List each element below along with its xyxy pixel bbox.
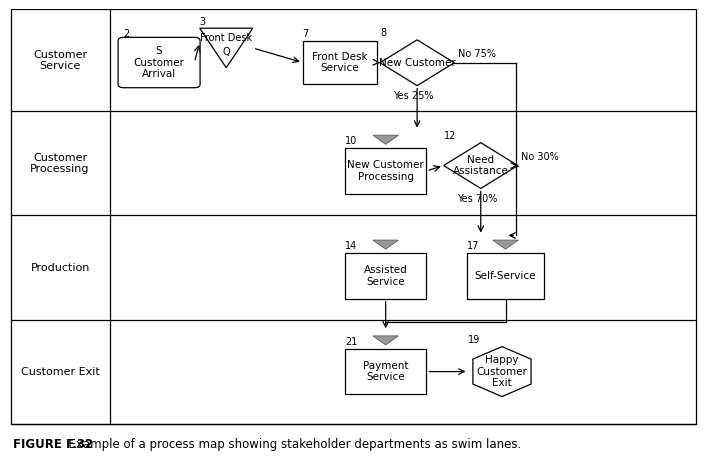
- Text: Customer
Processing: Customer Processing: [30, 153, 90, 174]
- Text: 7: 7: [303, 29, 309, 39]
- Text: 17: 17: [467, 241, 479, 251]
- Text: 2: 2: [124, 29, 130, 39]
- Text: Payment
Service: Payment Service: [363, 361, 409, 382]
- Text: No 75%: No 75%: [458, 49, 496, 60]
- Polygon shape: [200, 28, 253, 68]
- Text: S
Customer
Arrival: S Customer Arrival: [134, 46, 185, 79]
- Polygon shape: [373, 135, 399, 144]
- Text: Customer
Service: Customer Service: [33, 50, 87, 71]
- Bar: [303, 41, 377, 84]
- Text: Front Desk: Front Desk: [200, 33, 252, 43]
- Polygon shape: [373, 240, 399, 249]
- Text: Example of a process map showing stakeholder departments as swim lanes.: Example of a process map showing stakeho…: [61, 438, 521, 450]
- Text: Yes 70%: Yes 70%: [457, 194, 498, 204]
- Text: 8: 8: [380, 28, 386, 38]
- Bar: [467, 253, 544, 299]
- Polygon shape: [380, 40, 454, 86]
- Text: 10: 10: [345, 136, 357, 147]
- Text: Need
Assistance: Need Assistance: [452, 155, 509, 176]
- Text: 3: 3: [200, 17, 206, 26]
- Text: Yes 25%: Yes 25%: [393, 91, 434, 101]
- Text: 19: 19: [468, 335, 481, 345]
- Text: New Customer: New Customer: [379, 58, 455, 68]
- Bar: [345, 148, 426, 194]
- Text: FIGURE F.32: FIGURE F.32: [13, 438, 93, 450]
- Text: Assisted
Service: Assisted Service: [364, 265, 407, 287]
- Text: New Customer
Processing: New Customer Processing: [347, 160, 424, 182]
- Text: Front Desk
Service: Front Desk Service: [312, 52, 368, 73]
- Polygon shape: [493, 240, 518, 249]
- Polygon shape: [444, 143, 518, 188]
- Text: Q: Q: [223, 47, 230, 57]
- Text: Self-Service: Self-Service: [475, 271, 536, 281]
- Text: Production: Production: [30, 263, 90, 272]
- Polygon shape: [473, 347, 531, 396]
- Text: 21: 21: [345, 337, 358, 347]
- Text: Happy
Customer
Exit: Happy Customer Exit: [477, 355, 527, 388]
- Polygon shape: [373, 336, 399, 345]
- Text: 12: 12: [444, 131, 456, 141]
- Text: Customer Exit: Customer Exit: [21, 367, 100, 377]
- FancyBboxPatch shape: [118, 37, 200, 88]
- Bar: [345, 253, 426, 299]
- Text: No 30%: No 30%: [522, 152, 559, 162]
- Text: 14: 14: [345, 241, 357, 251]
- Bar: [345, 349, 426, 394]
